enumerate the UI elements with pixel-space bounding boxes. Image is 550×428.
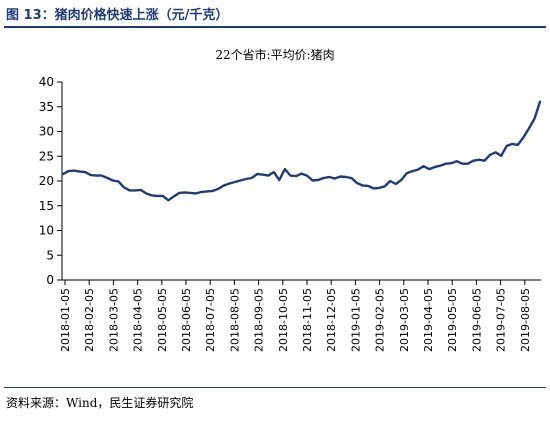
y-tick-label: 10	[39, 224, 54, 238]
y-axis: 0 5 10 15 20 25 30 35 40	[39, 75, 63, 287]
y-tick-label: 30	[39, 125, 54, 139]
x-tick-label: 2018-01-05	[59, 288, 72, 352]
x-tick-label: 2019-07-05	[495, 288, 508, 352]
x-axis: 2018-01-05 2018-02-05 2018-03-05 2018-04-05…	[59, 279, 541, 352]
x-tick-label: 2018-11-05	[301, 288, 314, 352]
x-tick-label: 2018-03-05	[107, 288, 120, 352]
x-tick-label: 2018-06-05	[180, 288, 193, 352]
chart-title: 22个省市:平均价:猪肉	[215, 48, 335, 62]
y-tick-label: 20	[39, 174, 54, 188]
top-rule	[4, 26, 546, 28]
x-tick-label: 2018-05-05	[156, 288, 169, 352]
x-tick-label: 2018-12-05	[325, 288, 338, 352]
x-tick-label: 2018-08-05	[228, 288, 241, 352]
series-layer	[61, 100, 542, 202]
y-tick-label: 5	[46, 248, 54, 262]
x-tick-label: 2019-02-05	[374, 288, 387, 352]
source-note: 资料来源：Wind，民生证券研究院	[6, 396, 194, 410]
x-tick-label: 2018-09-05	[253, 288, 266, 352]
x-tick-label: 2019-03-05	[398, 288, 411, 352]
x-tick-label: 2019-06-05	[470, 288, 483, 352]
figure-title: 图 13：猪肉价格快速上涨（元/千克）	[6, 8, 229, 23]
y-tick-label: 15	[39, 199, 54, 213]
x-tick-label: 2018-07-05	[204, 288, 217, 352]
x-tick-label: 2019-01-05	[349, 288, 362, 352]
x-tick-label: 2018-10-05	[277, 288, 290, 352]
series-line-pork-price	[61, 100, 542, 202]
y-tick-label: 40	[39, 75, 54, 89]
y-tick-label: 35	[39, 100, 54, 114]
x-tick-label: 2018-04-05	[132, 288, 145, 352]
x-tick-label: 2019-05-05	[446, 288, 459, 352]
y-tick-label: 0	[46, 273, 54, 287]
x-tick-label: 2019-04-05	[422, 288, 435, 352]
bottom-rule	[4, 387, 546, 388]
x-tick-label: 2018-02-05	[83, 288, 96, 352]
y-tick-label: 25	[39, 149, 54, 163]
x-tick-label: 2019-08-05	[519, 288, 532, 352]
